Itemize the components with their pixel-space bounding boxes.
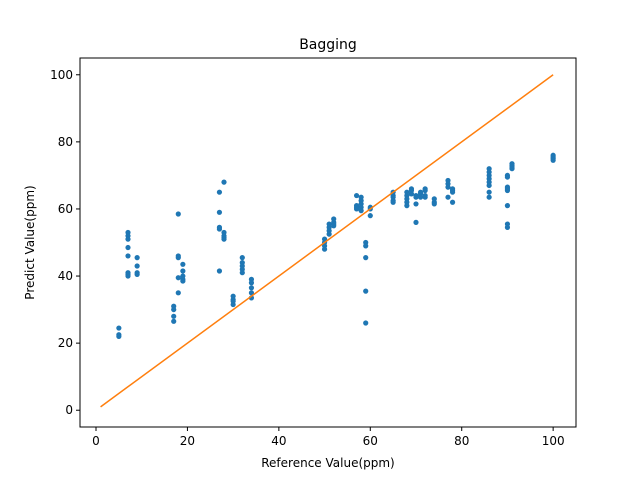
x-tick-label-40: 40 xyxy=(271,434,286,448)
scatter-point-34 xyxy=(221,179,227,185)
scatter-point-47 xyxy=(239,270,245,276)
scatter-point-11 xyxy=(134,255,140,261)
scatter-point-2 xyxy=(116,333,122,340)
scatter-point-56 xyxy=(321,246,328,252)
scatter-point-130 xyxy=(504,203,511,209)
scatter-point-12 xyxy=(134,263,140,269)
scatter-point-78 xyxy=(363,320,369,326)
scatter-point-29 xyxy=(216,189,223,195)
scatter-point-105 xyxy=(422,194,428,200)
scatter-point-96 xyxy=(413,194,419,200)
scatter-point-136 xyxy=(509,166,515,172)
scatter-point-60 xyxy=(326,231,332,237)
scatter-point-76 xyxy=(363,255,369,261)
scatter-point-115 xyxy=(449,189,456,195)
scatter-point-30 xyxy=(216,209,223,215)
x-tick-label-80: 80 xyxy=(454,434,469,448)
x-tick-label-20: 20 xyxy=(180,434,195,448)
scatter-point-23 xyxy=(175,290,181,296)
scatter-point-103 xyxy=(422,187,428,194)
scatter-point-64 xyxy=(331,223,337,229)
scatter-point-86 xyxy=(390,199,396,205)
scatter-point-24 xyxy=(180,261,186,267)
scatter-point-65 xyxy=(353,192,360,199)
scatter-point-98 xyxy=(413,219,419,225)
x-tick-label-100: 100 xyxy=(542,434,565,448)
plot-frame xyxy=(79,57,577,428)
x-tick-label-60: 60 xyxy=(363,434,378,448)
scatter-point-16 xyxy=(171,306,177,313)
scatter-point-7 xyxy=(125,253,131,259)
scatter-point-33 xyxy=(216,268,223,274)
y-tick-label-20: 20 xyxy=(58,336,73,350)
reference-line xyxy=(100,74,554,408)
y-axis-ticks: 0 20 40 60 80 100 xyxy=(50,68,80,417)
scatter-point-25 xyxy=(180,268,186,274)
scatter-point-140 xyxy=(550,157,556,163)
scatter-point-112 xyxy=(445,194,451,200)
scatter-point-17 xyxy=(171,313,177,319)
scatter-point-32 xyxy=(216,226,223,232)
scatter-point-22 xyxy=(175,275,181,281)
scatter-point-124 xyxy=(486,194,492,200)
scatter-point-94 xyxy=(408,191,415,197)
scatter-point-116 xyxy=(449,199,456,205)
scatter-point-14 xyxy=(134,271,140,277)
scatter-point-68 xyxy=(353,206,360,212)
scatter-point-73 xyxy=(358,208,364,214)
scatter-point-42 xyxy=(230,301,236,308)
y-axis-label: Predict Value(ppm) xyxy=(23,185,37,299)
scatter-point-108 xyxy=(431,201,437,207)
x-axis-ticks: 0 20 40 60 80 100 xyxy=(92,427,565,448)
chart-title: Bagging xyxy=(299,37,357,53)
scatter-point-18 xyxy=(171,318,177,324)
scatter-point-126 xyxy=(504,174,511,180)
scatter-point-28 xyxy=(180,278,186,284)
scatter-point-132 xyxy=(504,224,511,230)
x-axis-label: Reference Value(ppm) xyxy=(261,456,394,470)
scatter-point-81 xyxy=(367,213,373,219)
scatter-point-6 xyxy=(125,244,131,251)
scatter-point-51 xyxy=(248,290,255,296)
scatter-point-5 xyxy=(125,236,131,242)
scatter-point-49 xyxy=(248,280,255,286)
scatter-point-0 xyxy=(116,325,122,331)
y-tick-label-80: 80 xyxy=(58,135,73,149)
scatter-point-122 xyxy=(486,182,492,189)
y-tick-label-100: 100 xyxy=(50,68,73,82)
scatter-point-111 xyxy=(445,184,451,190)
x-tick-label-0: 0 xyxy=(92,434,100,448)
scatter-point-123 xyxy=(486,189,492,195)
scatter-point-91 xyxy=(404,203,410,209)
scatter-point-97 xyxy=(413,201,419,207)
scatter-point-19 xyxy=(175,211,181,217)
y-tick-label-40: 40 xyxy=(58,269,73,283)
scatter-point-129 xyxy=(504,187,511,194)
scatter-point-10 xyxy=(125,273,131,279)
scatter-point-50 xyxy=(248,285,255,291)
scatter-point-77 xyxy=(363,288,369,294)
scatter-point-101 xyxy=(417,194,424,200)
scatter-point-21 xyxy=(175,255,181,261)
scatter-point-38 xyxy=(221,236,227,242)
y-tick-label-60: 60 xyxy=(58,202,73,216)
chart-marks xyxy=(100,74,556,408)
scatter-point-43 xyxy=(239,255,245,261)
scatter-point-75 xyxy=(363,243,369,249)
y-tick-label-0: 0 xyxy=(65,403,73,417)
